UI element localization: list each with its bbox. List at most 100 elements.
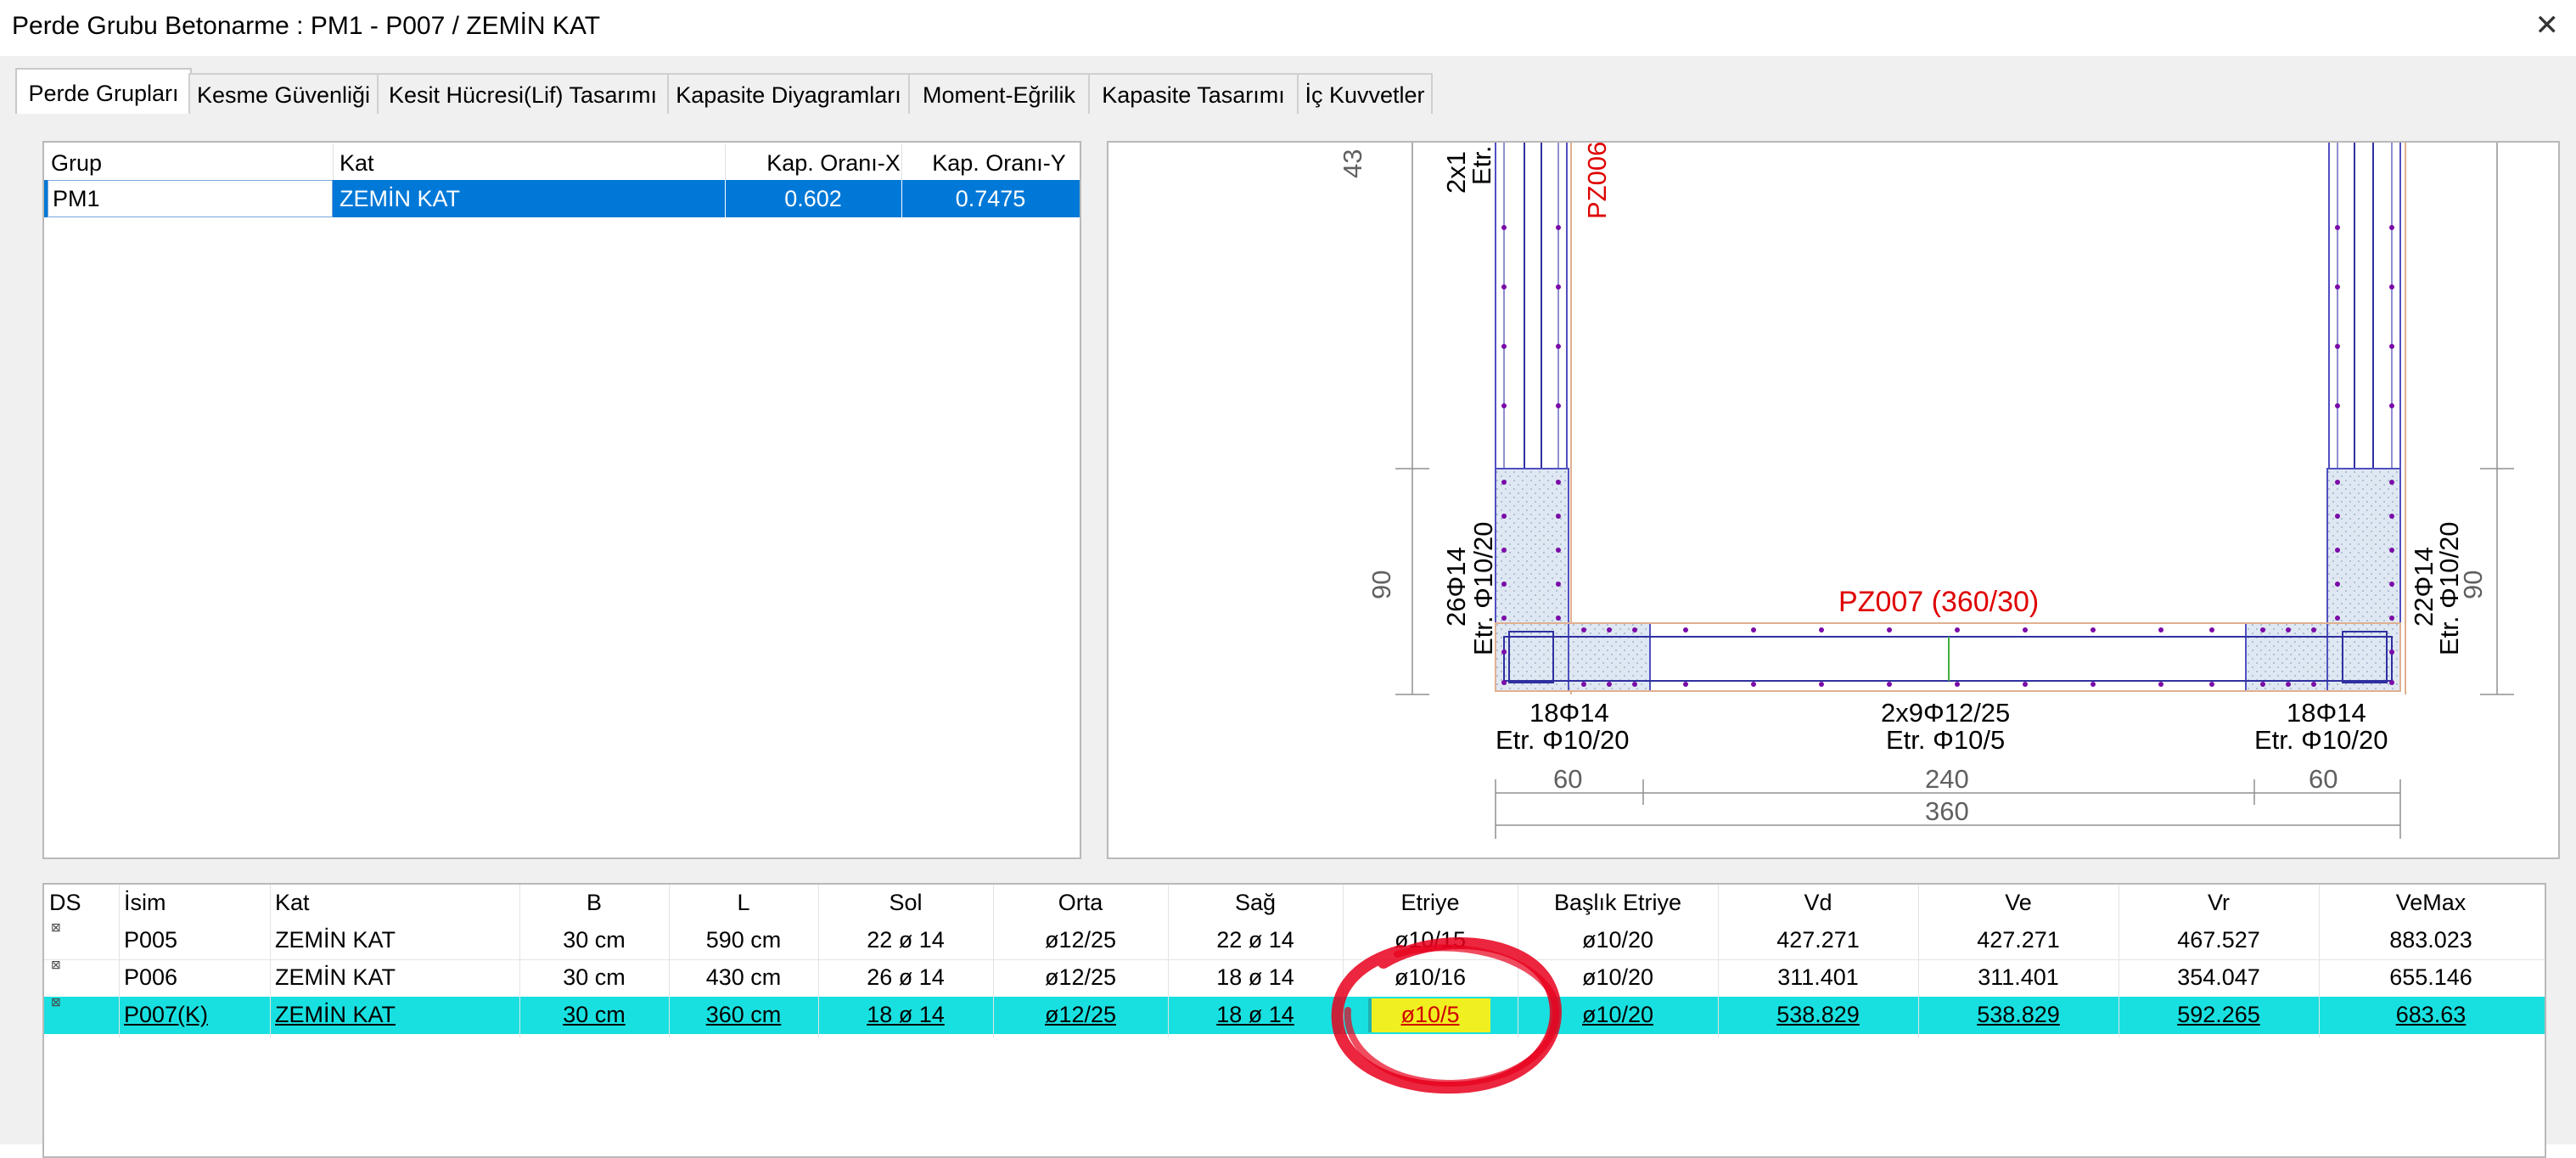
cell-baslik-etriye: ø10/20 <box>1581 964 1654 990</box>
label-bottom-left-bars: 18Φ14 <box>1529 698 1609 728</box>
col-header-kat[interactable]: Kat <box>275 890 310 915</box>
cell-vr: 592.265 <box>2177 1002 2260 1027</box>
tab-perde-gruplari[interactable]: Perde Grupları <box>15 68 192 117</box>
left-flange-hatch <box>1568 622 1651 692</box>
cell-isim: P007(K) <box>124 1002 209 1027</box>
cell-sag: 22 ø 14 <box>1216 927 1294 953</box>
tab-strip: Perde Grupları Kesme Güvenliği Kesit Hüc… <box>0 56 2576 117</box>
cell-sol: 26 ø 14 <box>867 964 945 990</box>
right-column-hatch <box>2326 468 2401 692</box>
cell-grup[interactable]: PM1 <box>53 186 100 211</box>
cell-etriye-highlight[interactable]: ø10/5 <box>1400 1002 1460 1027</box>
annotation-circle <box>1331 937 1562 1094</box>
cell-ve: 427.271 <box>1977 927 2060 953</box>
col-header-vemax[interactable]: VeMax <box>2395 890 2467 915</box>
col-header-l[interactable]: L <box>737 890 750 915</box>
label-dim-43: 43 <box>1338 149 1367 178</box>
cell-baslik-etriye: ø10/20 <box>1581 927 1654 953</box>
label-right-col-bars: 22Φ14 <box>2409 547 2439 627</box>
right-flange-hatch <box>2245 622 2328 692</box>
wall-table: DS İsim Kat B L Sol Orta Sağ Etriye Başl… <box>42 883 2546 1158</box>
cell-orta: ø12/25 <box>1044 1002 1117 1027</box>
cell-l: 590 cm <box>705 927 782 953</box>
cell-baslik-etriye: ø10/20 <box>1581 1002 1654 1027</box>
cell-vr: 467.527 <box>2177 927 2260 953</box>
label-left-col-bars: 26Φ14 <box>1441 547 1471 627</box>
cell-ve: 311.401 <box>1978 964 2059 990</box>
cell-kap-x[interactable]: 0.602 <box>784 186 842 211</box>
label-left-col-etr: Etr. Φ10/20 <box>1468 522 1498 655</box>
col-header-kap-x[interactable]: Kap. Oranı-X <box>766 150 901 176</box>
label-dim-240: 240 <box>1925 764 1969 794</box>
label-bottom-right-bars: 18Φ14 <box>2287 698 2366 728</box>
tab-ic-kuvvetler[interactable]: İç Kuvvetler <box>1297 73 1433 115</box>
label-bottom-right-etr: Etr. Φ10/20 <box>2254 725 2388 755</box>
cell-l: 360 cm <box>705 1002 782 1027</box>
col-header-sag[interactable]: Sağ <box>1234 890 1277 915</box>
tab-kesit-hucresi[interactable]: Kesit Hücresi(Lif) Tasarımı <box>377 73 669 115</box>
cell-isim: P006 <box>124 964 178 990</box>
cell-kat: ZEMİN KAT <box>275 927 396 953</box>
table-row-p006[interactable]: ⊠ P006 ZEMİN KAT 30 cm 430 cm 26 ø 14 ø1… <box>44 958 2545 997</box>
col-header-grup[interactable]: Grup <box>51 150 103 176</box>
label-bottom-mid-bars: 2x9Φ12/25 <box>1881 698 2010 728</box>
dimension-lines <box>1395 143 2514 839</box>
window-title: Perde Grubu Betonarme : PM1 - P007 / ZEM… <box>12 12 601 40</box>
tab-kesme-guvenligi[interactable]: Kesme Güvenliği <box>188 73 379 115</box>
table-row[interactable]: PM1 ZEMİN KAT 0.602 0.7475 <box>44 180 1080 217</box>
cell-kat[interactable]: ZEMİN KAT <box>340 186 461 211</box>
label-left-top-bars: 2x1 <box>1441 151 1471 194</box>
cell-b: 30 cm <box>563 927 626 953</box>
cell-sag: 18 ø 14 <box>1216 1002 1294 1027</box>
label-dim-360: 360 <box>1925 796 1969 826</box>
cell-etriye: ø10/16 <box>1394 964 1467 990</box>
ds-checkbox-icon[interactable]: ⊠ <box>51 995 61 1009</box>
col-header-kap-y[interactable]: Kap. Oranı-Y <box>932 150 1066 176</box>
cell-sol: 22 ø 14 <box>867 927 945 953</box>
rebar-dots <box>1501 225 2394 687</box>
ds-checkbox-icon[interactable]: ⊠ <box>51 920 61 934</box>
cell-kat: ZEMİN KAT <box>275 964 396 990</box>
cell-orta: ø12/25 <box>1044 927 1117 953</box>
table-row-p005[interactable]: ⊠ P005 ZEMİN KAT 30 cm 590 cm 22 ø 14 ø1… <box>44 920 2545 959</box>
tab-moment-egrilik[interactable]: Moment-Eğrilik <box>908 73 1090 115</box>
cell-kap-y[interactable]: 0.7475 <box>955 186 1026 211</box>
label-bottom-left-etr: Etr. Φ10/20 <box>1496 725 1629 755</box>
cell-isim: P005 <box>124 927 178 953</box>
section-drawing[interactable]: PZ006 2x1 Etr. 26Φ14 Etr. Φ10/20 22Φ14 E… <box>1107 141 2560 859</box>
wall-section-svg: PZ006 2x1 Etr. 26Φ14 Etr. Φ10/20 22Φ14 E… <box>1338 143 2514 839</box>
col-header-orta[interactable]: Orta <box>1058 890 1103 915</box>
web <box>1495 622 2401 692</box>
cell-orta: ø12/25 <box>1044 964 1117 990</box>
col-header-kat[interactable]: Kat <box>340 150 374 176</box>
left-column-hatch <box>1495 468 1569 692</box>
col-header-b[interactable]: B <box>586 890 602 915</box>
cell-vd: 311.401 <box>1777 964 1859 990</box>
cell-vemax: 883.023 <box>2389 927 2472 953</box>
col-header-vd[interactable]: Vd <box>1804 890 1832 915</box>
cell-b: 30 cm <box>563 964 626 990</box>
cell-vd: 538.829 <box>1776 1002 1860 1027</box>
group-table: Grup Kat Kap. Oranı-X Kap. Oranı-Y PM1 Z… <box>42 141 1081 859</box>
col-header-baslik-etriye[interactable]: Başlık Etriye <box>1553 890 1682 915</box>
cell-sag: 18 ø 14 <box>1216 964 1294 990</box>
close-icon[interactable]: ✕ <box>2534 9 2560 42</box>
cell-vd: 427.271 <box>1776 927 1860 953</box>
tab-kapasite-tasarimi[interactable]: Kapasite Tasarımı <box>1088 73 1299 115</box>
col-header-ve[interactable]: Ve <box>2005 890 2032 915</box>
label-left-top-etr: Etr. <box>1467 145 1496 185</box>
ds-checkbox-icon[interactable]: ⊠ <box>51 958 61 971</box>
title-bar <box>0 0 2576 56</box>
col-header-sol[interactable]: Sol <box>889 890 923 915</box>
tab-kapasite-diyagramlari[interactable]: Kapasite Diyagramları <box>667 73 910 115</box>
table-row-p007-selected[interactable]: ⊠ P007(K) ZEMİN KAT 30 cm 360 cm 18 ø 14… <box>44 995 2545 1034</box>
label-right-col-etr: Etr. Φ10/20 <box>2434 522 2464 655</box>
label-dim-90-right: 90 <box>2458 571 2488 599</box>
col-header-etriye[interactable]: Etriye <box>1400 890 1460 915</box>
cell-sol: 18 ø 14 <box>867 1002 945 1027</box>
label-dim-90-left: 90 <box>1367 571 1396 599</box>
cell-ve: 538.829 <box>1977 1002 2060 1027</box>
col-header-isim[interactable]: İsim <box>124 890 166 915</box>
col-header-vr[interactable]: Vr <box>2208 890 2230 915</box>
col-header-ds[interactable]: DS <box>49 890 81 915</box>
